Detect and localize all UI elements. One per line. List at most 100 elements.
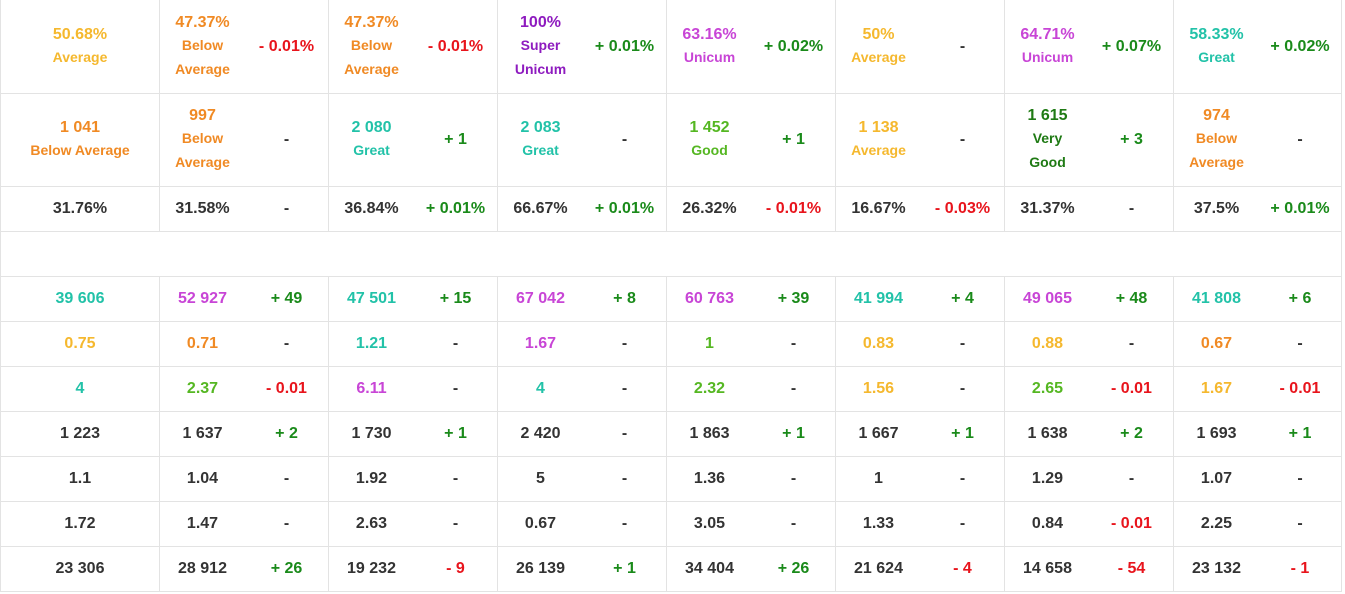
stat-cell-primary: 1.1 <box>0 457 160 502</box>
stat-rating-label: Below <box>181 130 224 146</box>
stat-delta-group: - 9 <box>414 547 497 591</box>
stat-delta: - 0.01 <box>1111 515 1152 532</box>
stat-delta-group: - <box>414 367 497 411</box>
stat-cell-compare: 1.67 - 0.01 <box>1174 367 1342 412</box>
stat-delta: + 26 <box>270 560 303 577</box>
stat-delta: - <box>283 515 290 532</box>
stat-delta-group: + 2 <box>245 412 328 456</box>
stat-cell-compare: 2.37 - 0.01 <box>160 367 329 412</box>
stat-cell-primary: 31.76% <box>0 187 160 232</box>
stat-cell-compare: 1.92 - <box>329 457 498 502</box>
stat-delta-group: + 4 <box>921 277 1004 321</box>
stat-delta: - <box>959 37 966 55</box>
stat-delta-group: - <box>583 322 666 366</box>
stat-value-group: 0.84 <box>1005 502 1090 546</box>
stat-delta: - <box>283 131 290 148</box>
stat-value: 41 994 <box>854 290 903 307</box>
stat-value: 31.37% <box>1020 200 1075 217</box>
stat-rating-label: Great <box>353 142 390 158</box>
stat-rating-label: Unicum <box>1021 48 1074 65</box>
stat-delta: + 0.02% <box>1270 37 1330 55</box>
stat-value: 1 693 <box>1196 425 1237 442</box>
stat-delta-group: - <box>414 457 497 501</box>
stat-value-group: 2.63 <box>329 502 414 546</box>
stat-delta: + 1 <box>444 425 467 442</box>
stat-value-group: 1.47 <box>160 502 245 546</box>
stat-delta-group: - <box>245 457 328 501</box>
stat-value: 2.65 <box>1031 380 1064 397</box>
stat-rating-label: Great <box>522 142 559 158</box>
stat-value: 1 <box>874 470 883 487</box>
stat-value: 23 306 <box>55 560 105 577</box>
stat-cell-compare: 1.56 - <box>836 367 1005 412</box>
stat-value: 37.5% <box>1193 200 1240 217</box>
stat-delta-group: - 0.01% <box>752 187 835 231</box>
stat-value: 31.76% <box>52 200 108 217</box>
stat-value-group: 36.84% <box>329 187 414 231</box>
stat-delta: - 54 <box>1117 560 1146 577</box>
stat-value: 1 615 <box>1027 107 1068 124</box>
stat-value-group: 0.83 <box>836 322 921 366</box>
stat-value: 1 638 <box>1027 425 1068 442</box>
stat-delta-group: + 2 <box>1090 412 1173 456</box>
stat-cell-compare: 1.21 - <box>329 322 498 367</box>
stat-cell-compare: 2 083 Great - <box>498 94 667 187</box>
stat-value: 26 139 <box>516 560 565 577</box>
stat-cell-compare: 50% Average - <box>836 0 1005 94</box>
stat-cell-compare: 52 927 + 49 <box>160 277 329 322</box>
stat-delta: - <box>959 380 966 397</box>
stat-value-group: 0.67 <box>498 502 583 546</box>
stat-rating-label: Average <box>344 60 399 77</box>
stat-value-group: 1 637 <box>160 412 245 456</box>
table-row: 4 2.37- 0.01 6.11-4-2.32-1.56-2.65- 0.01 1.… <box>0 367 1342 412</box>
stat-delta-group: + 3 <box>1090 94 1173 186</box>
stat-delta: + 48 <box>1115 290 1148 307</box>
stat-value-group: 2 083 Great <box>498 94 583 186</box>
stat-value-group: 34 404 <box>667 547 752 591</box>
stat-delta-group: + 48 <box>1090 277 1173 321</box>
stat-delta-group: - <box>414 322 497 366</box>
stat-value-group: 1.1 <box>1 457 159 501</box>
stat-value: 1.67 <box>524 335 557 352</box>
stat-delta-group: - 0.03% <box>921 187 1004 231</box>
stat-delta-group: + 1 <box>752 94 835 186</box>
stat-delta-group: - <box>1090 322 1173 366</box>
stat-cell-compare: 997 Below Average - <box>160 94 329 187</box>
stat-delta-group: - <box>921 0 1004 93</box>
stat-value: 4 <box>75 380 85 397</box>
stat-value-group: 974 Below Average <box>1174 94 1259 186</box>
stat-delta-group: - <box>583 94 666 186</box>
stat-cell-compare: 34 404 + 26 <box>667 547 836 592</box>
stat-value: 67 042 <box>516 290 565 307</box>
stat-value: 41 808 <box>1192 290 1241 307</box>
stat-delta: - <box>790 470 797 487</box>
stat-cell-compare: 0.71 - <box>160 322 329 367</box>
stat-value: 14 658 <box>1023 560 1072 577</box>
stat-cell-compare: 41 808 + 6 <box>1174 277 1342 322</box>
stat-value-group: 0.88 <box>1005 322 1090 366</box>
stat-value-group: 2 080 Great <box>329 94 414 186</box>
stat-value: 1.56 <box>862 380 895 397</box>
stat-value-group: 1.67 <box>498 322 583 366</box>
stat-delta: + 0.01% <box>594 200 655 217</box>
stat-value: 1 637 <box>182 425 223 442</box>
stat-value-group: 41 994 <box>836 277 921 321</box>
stat-delta-group: + 0.07% <box>1090 0 1173 93</box>
stat-value: 1 <box>705 335 714 352</box>
stat-value: 1 223 <box>59 425 101 442</box>
stat-value: 28 912 <box>178 560 227 577</box>
stat-cell-compare: 60 763 + 39 <box>667 277 836 322</box>
stat-rating-label: Average <box>1189 154 1244 170</box>
stat-delta: + 0.01% <box>1270 200 1330 217</box>
stat-value: 974 <box>1203 107 1230 124</box>
stat-cell-compare: 66.67% + 0.01% <box>498 187 667 232</box>
stat-value-group: 997 Below Average <box>160 94 245 186</box>
stat-delta: - <box>1297 131 1303 148</box>
stat-value-group: 1 138 Average <box>836 94 921 186</box>
stat-cell-primary: 1 041 Below Average <box>0 94 160 187</box>
stat-value-group: 47 501 <box>329 277 414 321</box>
stat-cell-compare: 2.32 - <box>667 367 836 412</box>
stat-value: 4 <box>536 380 545 397</box>
stat-rating-label: Average <box>175 60 230 77</box>
stat-delta-group: - 54 <box>1090 547 1173 591</box>
